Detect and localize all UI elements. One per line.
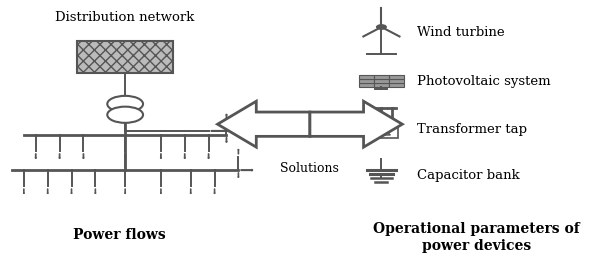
Bar: [365, 127, 398, 138]
Bar: [389, 83, 404, 87]
Bar: [374, 83, 389, 87]
Polygon shape: [218, 101, 310, 147]
Circle shape: [107, 96, 143, 112]
Circle shape: [377, 25, 386, 29]
Bar: [359, 83, 374, 87]
Bar: [374, 75, 389, 79]
Bar: [389, 79, 404, 83]
Text: Distribution network: Distribution network: [55, 11, 195, 24]
Text: Photovoltaic system: Photovoltaic system: [417, 75, 551, 87]
Text: Transformer tap: Transformer tap: [417, 123, 527, 136]
Bar: [359, 75, 374, 79]
Polygon shape: [310, 101, 402, 147]
Text: Wind turbine: Wind turbine: [417, 26, 505, 39]
Text: Solutions: Solutions: [281, 162, 339, 175]
Text: Capacitor bank: Capacitor bank: [417, 169, 520, 182]
Circle shape: [107, 107, 143, 123]
Bar: [374, 79, 389, 83]
Bar: [389, 75, 404, 79]
Bar: [77, 40, 173, 73]
Text: Power flows: Power flows: [73, 228, 166, 242]
Text: Operational parameters of
power devices: Operational parameters of power devices: [374, 222, 580, 253]
Bar: [359, 79, 374, 83]
